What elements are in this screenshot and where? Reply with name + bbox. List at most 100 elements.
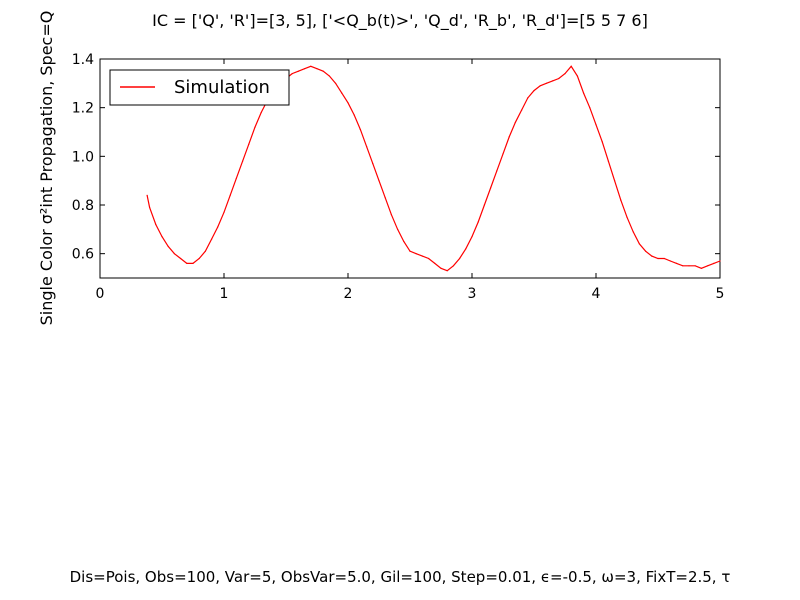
data-point [198,257,200,260]
data-point [440,267,442,269]
data-point [583,92,585,94]
data-point [669,260,672,262]
data-point [434,262,436,264]
data-point [700,267,703,269]
y-tick-label: 0.6 [72,247,94,263]
data-point [415,253,417,255]
data-point [719,260,721,262]
data-point [490,187,492,189]
data-point [390,214,392,216]
data-point [316,68,318,70]
data-point [564,73,566,75]
data-point [186,262,188,264]
data-point [614,180,616,182]
series-line-simulation [146,65,721,272]
data-point [682,265,684,267]
y-tick-label: 1.2 [72,101,94,117]
data-point [477,221,479,223]
data-point [545,82,548,84]
data-point [626,216,628,218]
data-point [192,262,194,264]
data-point [397,228,399,230]
data-point [657,257,659,260]
data-point [645,250,647,252]
data-point [428,257,430,260]
data-point [248,143,250,145]
data-point [167,245,169,247]
y-tick-label: 0.8 [72,198,94,214]
data-point [291,73,293,75]
y-tick-label: 1.0 [72,149,94,165]
legend-label-simulation: Simulation [174,77,270,98]
x-axis: 0 1 2 3 4 5 [96,59,725,302]
data-point [335,82,337,84]
plot-area: 0 1 2 3 4 5 0.6 0.8 1.0 1.2 1.4 [72,52,725,302]
data-point [452,265,454,267]
data-point [155,223,157,226]
data-point [217,226,219,228]
data-point [496,170,498,172]
data-point [558,77,560,80]
data-point [254,126,256,128]
data-point [359,129,361,131]
data-point [378,180,380,182]
data-point [607,160,610,162]
data-point [242,160,244,162]
data-point [310,65,312,67]
data-point [676,262,678,264]
x-tick-label: 4 [592,286,601,302]
x-tick-label: 1 [220,286,229,302]
data-point [595,124,597,126]
data-point [638,243,641,245]
data-point [304,68,306,70]
data-point [161,236,163,238]
footer-caption: Dis=Pois, Obs=100, Var=5, ObsVar=5.0, Gi… [70,568,731,586]
data-point [527,97,529,99]
data-point [260,111,262,114]
data-point [539,85,541,87]
x-tick-label: 5 [716,286,725,302]
data-point [601,141,603,143]
data-point [483,204,485,206]
data-point [465,248,467,250]
chart-title: IC = ['Q', 'R']=[3, 5], ['<Q_b(t)>', 'Q_… [152,11,648,31]
data-point [707,265,709,267]
data-point [576,75,579,77]
data-point [372,163,374,165]
data-point [229,194,231,196]
data-point [570,65,572,67]
data-point [514,121,517,123]
data-point [589,107,591,109]
x-tick-label: 3 [468,286,477,302]
y-axis: 0.6 0.8 1.0 1.2 1.4 [72,52,720,263]
data-point [403,240,405,243]
data-point [322,70,324,72]
data-point [663,257,665,260]
data-point [409,250,411,252]
data-point [533,90,535,92]
legend: Simulation [109,69,290,106]
data-point [341,92,343,94]
data-point [521,109,523,111]
data-point [421,255,423,257]
data-point [713,262,715,264]
data-point [694,265,696,267]
data-point [552,80,554,82]
data-point [347,102,349,104]
data-point [651,255,653,257]
data-point [459,257,461,260]
plot-frame [99,58,721,279]
data-point [328,75,330,77]
data-point [366,146,368,148]
data-point [235,177,237,179]
data-point [471,236,473,238]
data-point [632,231,634,233]
x-tick-label: 2 [344,286,353,302]
x-tick-label: 0 [96,286,105,302]
data-point [204,250,206,252]
data-point [688,265,690,267]
data-point [149,206,151,208]
data-point [180,257,182,260]
data-point [384,197,386,199]
data-point [173,253,175,255]
